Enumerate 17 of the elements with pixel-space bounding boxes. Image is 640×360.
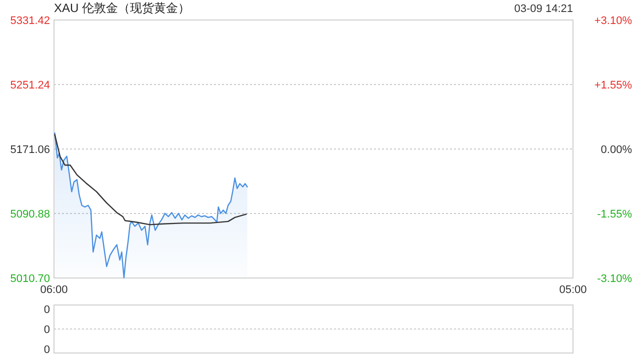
y2-tick-label: +3.10% bbox=[594, 15, 632, 27]
y2-tick-label: +1.55% bbox=[594, 80, 632, 92]
text: 03-09 14:21 bbox=[514, 3, 573, 15]
y2-tick-label: -3.10% bbox=[597, 273, 632, 285]
y2-tick-label: 0.00% bbox=[600, 144, 632, 156]
y-tick-label: 5331.42 bbox=[10, 15, 50, 27]
text: 0 bbox=[44, 304, 50, 316]
x-tick-label: 05:00 bbox=[559, 284, 587, 296]
text: 0 bbox=[44, 324, 50, 336]
chart-title: XAU 伦敦金（现货黄金） bbox=[54, 1, 190, 15]
text: 0 bbox=[44, 344, 50, 356]
y-tick-label: 5171.06 bbox=[10, 144, 50, 156]
y-tick-label: 5010.70 bbox=[10, 273, 50, 285]
y2-tick-label: -1.55% bbox=[597, 208, 632, 220]
y-tick-label: 5090.88 bbox=[10, 208, 50, 220]
x-tick-label: 06:00 bbox=[40, 284, 68, 296]
y-tick-label: 5251.24 bbox=[10, 80, 50, 92]
